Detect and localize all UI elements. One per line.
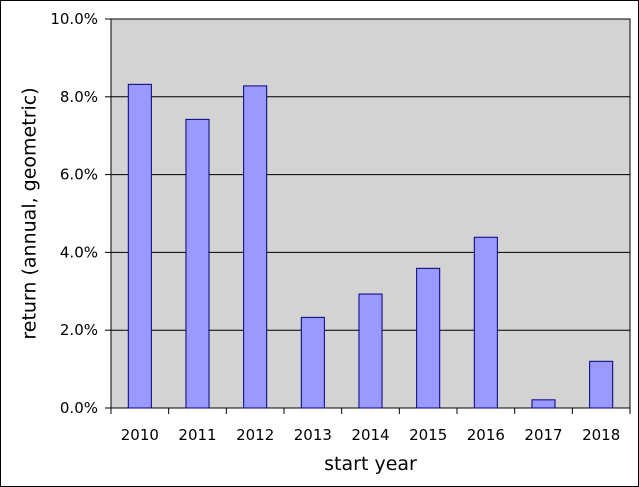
y-tick-label: 4.0% <box>60 243 98 261</box>
bar-2011 <box>185 118 210 409</box>
x-tick-label: 2011 <box>178 426 216 444</box>
bar-2016 <box>473 236 498 409</box>
bar-2018 <box>589 360 614 409</box>
x-tick-label: 2013 <box>294 426 332 444</box>
x-tick-label: 2015 <box>409 426 447 444</box>
y-tick-label: 2.0% <box>60 321 98 339</box>
x-tick-label: 2010 <box>121 426 159 444</box>
x-axis-tick-labels: 2010 2011 2012 2013 2014 2015 2016 2017 2018 <box>121 426 621 444</box>
bar-2010 <box>127 83 152 409</box>
x-axis-ticks <box>110 408 631 414</box>
bar-2015 <box>416 267 441 409</box>
x-tick-label: 2018 <box>582 426 620 444</box>
x-tick-label: 2014 <box>351 426 389 444</box>
y-axis-tick-labels: 0.0% 2.0% 4.0% 6.0% 8.0% 10.0% <box>50 10 98 417</box>
bar-2017 <box>531 399 556 409</box>
bar-2012 <box>243 85 268 409</box>
bars <box>127 83 614 409</box>
y-tick-label: 10.0% <box>50 10 98 28</box>
x-tick-label: 2016 <box>467 426 505 444</box>
x-tick-label: 2012 <box>236 426 274 444</box>
y-tick-label: 0.0% <box>60 399 98 417</box>
y-tick-label: 8.0% <box>60 88 98 106</box>
y-axis-title: return (annual, geometric) <box>19 87 41 339</box>
y-tick-label: 6.0% <box>60 166 98 184</box>
x-tick-label: 2017 <box>524 426 562 444</box>
bar-2013 <box>300 316 325 409</box>
bar-2014 <box>358 293 383 409</box>
x-axis-title: start year <box>324 453 417 475</box>
